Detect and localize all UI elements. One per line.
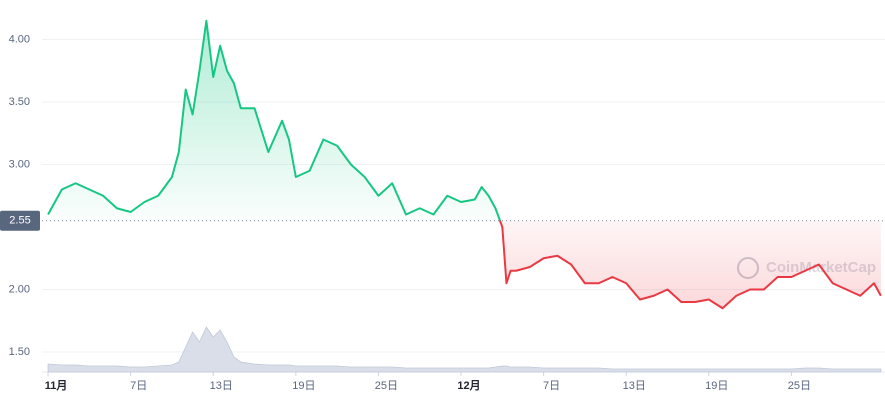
volume-area	[47, 326, 882, 373]
x-tick-label: 19日	[292, 380, 315, 392]
x-tick-label: 13日	[210, 380, 233, 392]
baseline-label-box	[0, 210, 40, 231]
price-area	[48, 20, 881, 309]
baseline-label: 2.55	[9, 215, 30, 227]
x-tick-label: 11月	[45, 379, 68, 392]
x-tick-label: 7日	[130, 380, 147, 392]
x-tick-label: 13日	[623, 380, 646, 392]
x-tick-label: 12月	[457, 379, 480, 392]
y-tick-label: 4.00	[9, 33, 30, 45]
y-tick-label: 2.00	[9, 283, 30, 295]
y-tick-label: 3.50	[9, 96, 30, 108]
x-tick-label: 25日	[375, 380, 398, 392]
x-tick-label: 25日	[788, 380, 811, 392]
x-tick-label: 19日	[705, 380, 728, 392]
price-line	[47, 19, 882, 310]
y-tick-label: 3.00	[9, 158, 30, 170]
x-tick-label: 7日	[543, 380, 560, 392]
y-tick-label: 1.50	[9, 346, 30, 358]
